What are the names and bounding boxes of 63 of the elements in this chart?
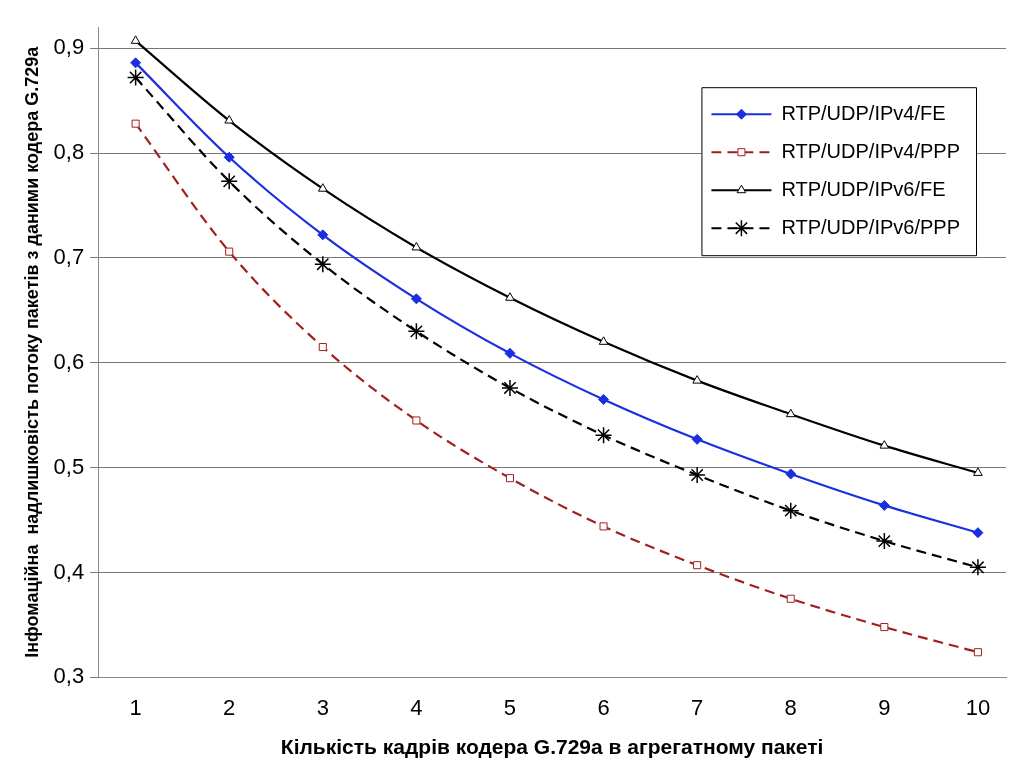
point: [501, 379, 519, 397]
point: [223, 151, 235, 163]
x-tick-label: 5: [503, 694, 517, 720]
point: [969, 558, 987, 577]
x-tick-label: 8: [784, 694, 797, 720]
y-tick-label: 0,6: [53, 348, 85, 374]
legend-label: RTP/UDP/IPv6/PPP: [781, 215, 960, 238]
legend-label: RTP/UDP/IPv4/FE: [781, 101, 946, 124]
point: [220, 172, 238, 191]
point: [407, 322, 426, 341]
point: [412, 416, 421, 425]
x-tick-label: 2: [223, 694, 236, 720]
y-axis-title: Інфомаційна надлишковість потоку пакетів з даними кодера G.729a: [21, 45, 42, 658]
x-tick-label: 7: [691, 694, 704, 720]
y-tick-label: 0,8: [53, 139, 85, 165]
point: [785, 468, 797, 480]
x-tick-label: 1: [129, 694, 142, 720]
legend-label: RTP/UDP/IPv4/PPP: [781, 139, 960, 162]
point: [130, 35, 141, 44]
point: [410, 293, 422, 305]
point: [972, 527, 984, 539]
point: [131, 119, 140, 128]
point: [781, 501, 800, 520]
point: [878, 499, 890, 511]
point: [785, 408, 796, 418]
point: [688, 466, 706, 484]
point: [317, 183, 328, 192]
point: [879, 440, 890, 449]
point: [875, 532, 894, 550]
point: [693, 561, 702, 570]
legend-label: RTP/UDP/IPv6/FE: [781, 177, 946, 200]
x-tick-label: 4: [410, 694, 423, 720]
point: [504, 347, 516, 359]
point: [598, 336, 609, 345]
point: [880, 623, 889, 632]
point: [691, 433, 703, 445]
point: [130, 57, 142, 69]
point: [973, 467, 983, 476]
point: [786, 594, 795, 603]
y-tick-label: 0,9: [53, 34, 85, 60]
point: [505, 474, 515, 483]
x-tick-label: 9: [878, 694, 891, 720]
point: [599, 522, 608, 531]
x-tick-label: 10: [965, 694, 991, 720]
point: [411, 241, 422, 251]
x-axis-title: Кількість кадрів кодера G.729a в агрегатному пакеті: [280, 735, 824, 759]
y-tick-label: 0,7: [53, 243, 85, 269]
point: [314, 255, 332, 273]
point: [318, 343, 327, 352]
point: [598, 393, 610, 405]
y-tick-label: 0,5: [53, 453, 85, 479]
point: [224, 115, 235, 124]
point: [505, 292, 515, 301]
x-tick-label: 3: [316, 694, 329, 720]
point: [692, 375, 702, 384]
point: [317, 229, 329, 241]
point: [126, 68, 145, 87]
point: [973, 648, 982, 657]
y-tick-label: 0,3: [53, 663, 85, 689]
x-tick-label: 6: [597, 694, 610, 720]
point: [594, 426, 613, 444]
y-tick-label: 0,4: [53, 558, 85, 584]
point: [225, 247, 234, 256]
